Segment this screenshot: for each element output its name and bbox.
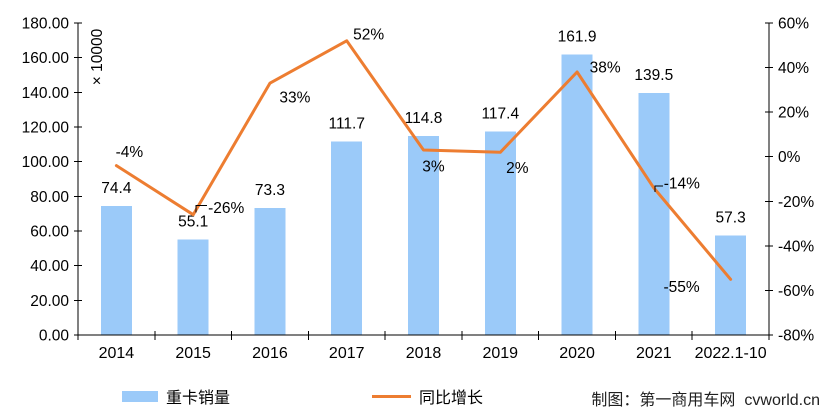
label-callout (195, 205, 208, 213)
x-axis-label: 2022.1-10 (695, 345, 767, 362)
line-value-label: -26% (208, 200, 244, 217)
bar-value-label: 117.4 (481, 106, 519, 123)
bar-value-label: 114.8 (405, 110, 443, 127)
right-axis-tick-label: 60% (778, 16, 809, 33)
left-axis-tick-label: 0.00 (39, 328, 70, 345)
x-axis-label: 2021 (636, 345, 672, 362)
legend-item-sales: 重卡销量 (122, 384, 230, 408)
left-axis-tick-label: 120.00 (22, 120, 70, 137)
left-axis-tick-label: 20.00 (30, 293, 69, 310)
bar-2021 (638, 93, 670, 335)
bar-2022.1-10 (715, 235, 747, 335)
x-axis-label: 2016 (252, 345, 288, 362)
left-axis-tick-label: 180.00 (22, 16, 70, 33)
left-axis-tick-label: 100.00 (22, 154, 70, 171)
line-value-label: 33% (279, 90, 310, 107)
bar-2017 (331, 141, 363, 335)
x-axis-label: 2017 (329, 345, 365, 362)
bar-2020 (561, 54, 593, 336)
left-axis-unit-label: × 10000 (89, 28, 106, 85)
right-axis-tick-label: -80% (778, 328, 814, 345)
bar-value-label: 57.3 (716, 210, 746, 227)
right-axis-tick-label: -60% (778, 283, 814, 300)
attribution-maker: 制图：第一商用车网 (591, 392, 736, 409)
attribution: 制图：第一商用车网 cvworld.cn (591, 386, 820, 410)
left-axis-tick-label: 140.00 (22, 85, 70, 102)
left-axis-tick-label: 160.00 (22, 50, 70, 67)
bar-value-label: 161.9 (558, 28, 597, 45)
line-value-label: -14% (664, 175, 700, 192)
bar-2015 (177, 239, 209, 335)
right-axis-tick-label: 20% (778, 105, 809, 122)
bar-value-label: 139.5 (634, 67, 673, 84)
line-value-label: 38% (590, 60, 621, 77)
right-axis-tick-label: 40% (778, 60, 809, 77)
right-axis-tick-label: -40% (778, 238, 814, 255)
line-value-label: -4% (116, 144, 144, 161)
x-axis-label: 2020 (559, 345, 595, 362)
left-axis-tick-label: 60.00 (30, 224, 69, 241)
legend-item-growth: 同比增长 (372, 384, 483, 408)
left-axis-tick-label: 40.00 (30, 258, 69, 275)
line-legend-swatch (372, 394, 411, 398)
bar-2018 (408, 136, 439, 335)
label-callout (654, 185, 663, 192)
x-axis-label: 2019 (482, 345, 518, 362)
left-axis-tick-label: 80.00 (30, 189, 69, 206)
bar-value-label: 73.3 (255, 182, 285, 199)
x-axis-label: 2015 (175, 345, 211, 362)
right-axis-tick-label: -20% (778, 194, 814, 211)
line-value-label: 2% (506, 160, 529, 177)
bar-value-label: 55.1 (178, 214, 208, 231)
line-value-label: 3% (422, 159, 445, 176)
line-value-label: 52% (353, 26, 384, 43)
bar-2019 (484, 131, 516, 335)
bar-2016 (254, 207, 286, 335)
line-value-label: -55% (664, 279, 700, 296)
growth-line (114, 39, 733, 281)
bar-legend-swatch (122, 390, 158, 402)
bar-2014 (100, 206, 132, 335)
legend-label-growth: 同比增长 (419, 390, 484, 407)
x-axis-label: 2014 (99, 345, 135, 362)
bar-value-label: 111.7 (328, 115, 365, 132)
right-axis-tick-label: 0% (778, 149, 801, 166)
x-axis-label: 2018 (406, 345, 442, 362)
legend-label-sales: 重卡销量 (166, 390, 231, 407)
attribution-site: cvworld.cn (744, 392, 820, 409)
bar-value-label: 74.4 (101, 180, 132, 197)
